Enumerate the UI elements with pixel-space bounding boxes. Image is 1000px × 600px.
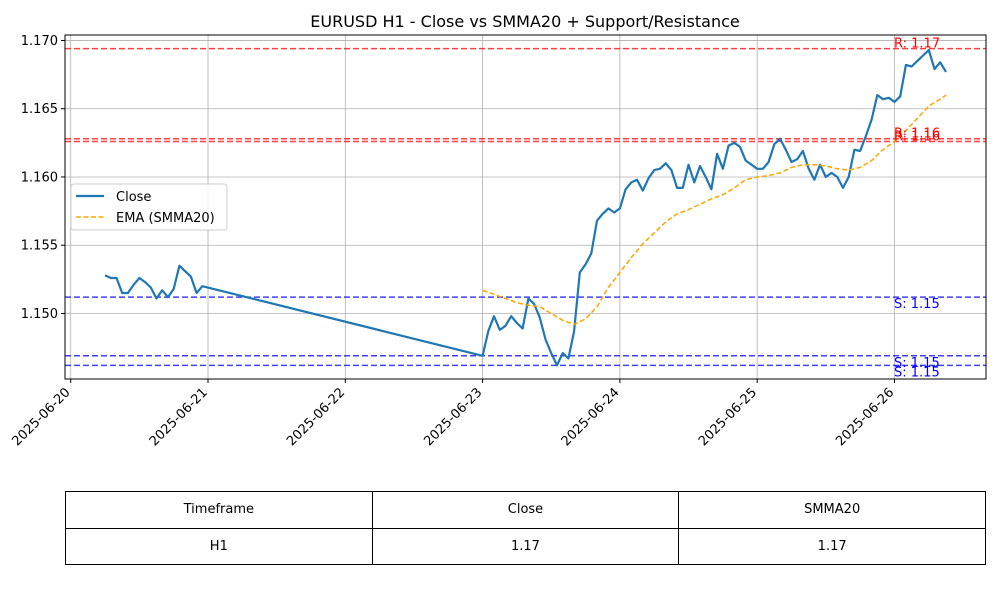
y-tick-label: 1.170: [21, 34, 58, 49]
support-label: S: 1.15: [894, 356, 940, 371]
x-tick-label: 2025-06-20: [10, 385, 74, 449]
table-cell-smma20: 1.17: [678, 527, 986, 565]
table-header-row: Timeframe Close SMMA20: [65, 491, 986, 529]
x-tick-label: 2025-06-22: [284, 385, 348, 449]
y-tick-label: 1.165: [21, 102, 58, 117]
close-series-line: [104, 48, 947, 367]
chart-title: EURUSD H1 - Close vs SMMA20 + Support/Re…: [310, 12, 739, 31]
support-label: S: 1.15: [894, 297, 940, 312]
legend-box: [70, 183, 228, 231]
support-label: S: 1.15: [894, 365, 940, 380]
legend-label: Close: [116, 190, 151, 205]
level-labels: R: 1.17R: 1.16R: 1.16S: 1.15S: 1.15S: 1.…: [894, 37, 940, 381]
x-tick-label: 2025-06-21: [147, 385, 211, 449]
x-axis: 2025-06-20 2025-06-21 2025-06-22 2025-06-23…: [10, 379, 897, 449]
resistance-label: R: 1.17: [894, 37, 940, 52]
x-tick-label: 2025-06-26: [833, 385, 897, 449]
y-axis: 1.150 1.155 1.160 1.165 1.170: [21, 34, 65, 322]
y-tick-label: 1.150: [21, 307, 58, 322]
legend-label: EMA (SMMA20): [116, 211, 215, 226]
resistance-label: R: 1.16: [894, 127, 940, 142]
resistance-label: R: 1.16: [894, 129, 940, 144]
x-tick-label: 2025-06-25: [696, 385, 760, 449]
table-cell-close: 1.17: [371, 527, 680, 565]
legend: Close EMA (SMMA20): [70, 183, 228, 231]
table-cell-timeframe: H1: [65, 527, 373, 565]
table-header-smma20: SMMA20: [678, 491, 986, 529]
summary-table: Timeframe Close SMMA20 H1 1.17 1.17: [65, 491, 986, 565]
y-tick-label: 1.155: [21, 239, 58, 254]
smma20-series-line: [482, 94, 947, 326]
chart: EURUSD H1 - Close vs SMMA20 + Support/Re…: [10, 12, 987, 449]
table-row: H1 1.17 1.17: [65, 527, 986, 565]
table-header-timeframe: Timeframe: [65, 491, 373, 529]
x-tick-label: 2025-06-24: [559, 385, 623, 449]
table-header-close: Close: [371, 491, 680, 529]
x-tick-label: 2025-06-23: [421, 385, 485, 449]
support-resistance-levels: [65, 47, 986, 367]
series-lines: [104, 48, 947, 367]
y-tick-label: 1.160: [21, 170, 58, 185]
plot-frame: [64, 34, 987, 380]
